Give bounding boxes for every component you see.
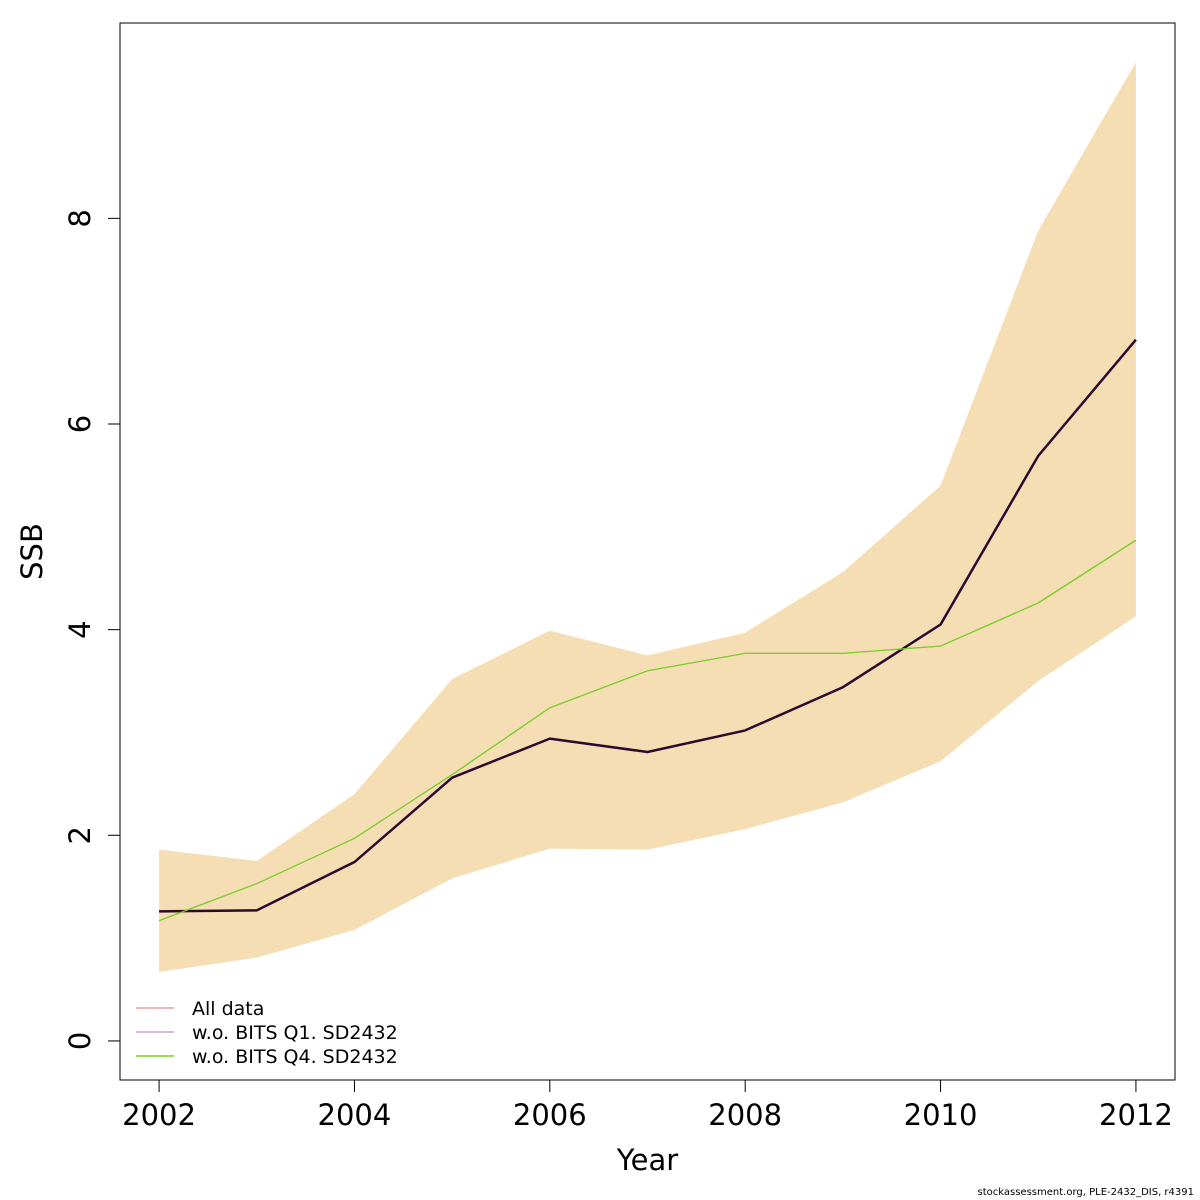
legend-label-2: w.o. BITS Q1. SD2432 (192, 1022, 398, 1044)
y-tick-label-6: 6 (63, 415, 97, 433)
x-tick-label-2008: 2008 (708, 1098, 782, 1132)
y-tick-label-8: 8 (63, 209, 97, 227)
y-tick-label-4: 4 (63, 620, 97, 638)
confidence-band (159, 62, 1136, 973)
confidence-band-layer (159, 62, 1136, 973)
x-tick-label-2012: 2012 (1099, 1098, 1173, 1132)
x-tick-label-2002: 2002 (122, 1098, 196, 1132)
y-tick-label-0: 0 (63, 1032, 97, 1050)
y-axis: 0 2 4 6 8 (63, 209, 121, 1050)
x-tick-label-2010: 2010 (904, 1098, 978, 1132)
footer-credit: stockassessment.org, PLE-2432_DIS, r4391 (977, 1187, 1194, 1198)
y-tick-label-2: 2 (63, 826, 97, 844)
series-lines-layer (158, 338, 1137, 922)
x-tick-label-2004: 2004 (318, 1098, 392, 1132)
y-axis-title: SSB (15, 523, 49, 580)
series-line-3-top (158, 539, 1137, 922)
main-estimate-line (159, 338, 1137, 913)
x-axis: 2002 2004 2006 2008 2010 2012 (122, 1079, 1173, 1132)
legend-label-1: All data (192, 998, 264, 1020)
x-axis-title: Year (616, 1143, 678, 1177)
x-tick-label-2006: 2006 (513, 1098, 587, 1132)
legend-label-3: w.o. BITS Q4. SD2432 (192, 1046, 398, 1068)
